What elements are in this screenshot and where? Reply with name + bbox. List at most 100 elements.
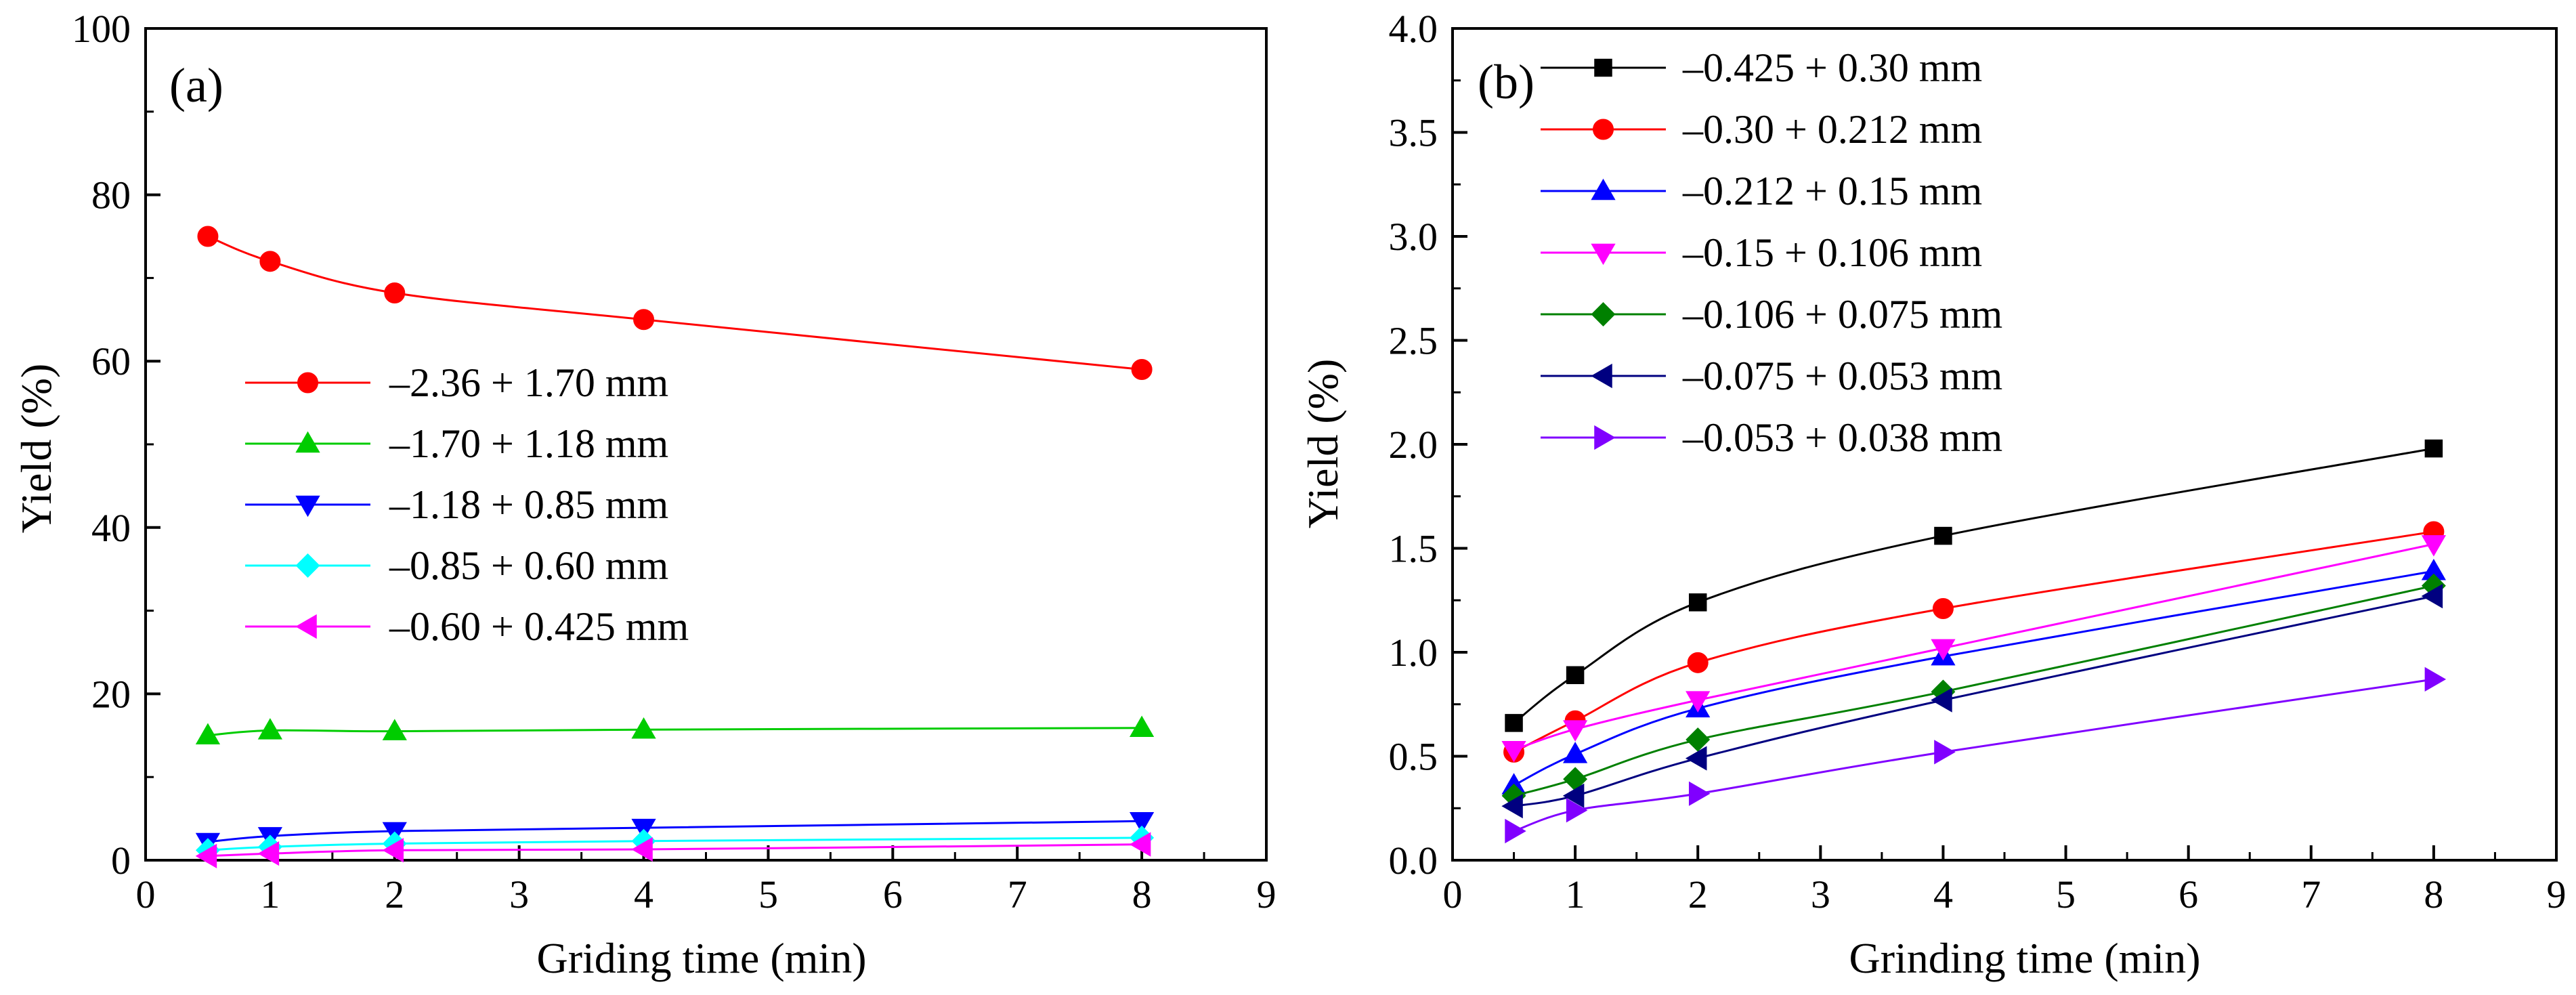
data-point — [1501, 741, 1526, 763]
x-tick-label: 7 — [2301, 872, 2321, 916]
legend-label: –1.70 + 1.18 mm — [389, 421, 668, 466]
series-line — [1514, 595, 2434, 807]
data-point — [1688, 781, 1711, 806]
legend-entry: –0.30 + 0.212 mm — [1541, 107, 1982, 152]
data-point — [1931, 687, 1952, 713]
legend-marker — [1591, 178, 1616, 200]
y-tick-label: 2.0 — [1389, 423, 1438, 467]
data-point — [259, 251, 281, 272]
legend-entry: –1.18 + 0.85 mm — [245, 482, 668, 527]
x-tick-label: 4 — [634, 872, 653, 916]
panel-a-y-axis-title: Yield (%) — [12, 364, 60, 534]
legend-marker — [1591, 363, 1612, 389]
legend-label: –0.106 + 0.075 mm — [1682, 292, 2002, 337]
data-point — [257, 841, 280, 866]
panel-b-x-axis-title: Grinding time (min) — [1849, 934, 2200, 982]
y-tick-label: 3.5 — [1389, 111, 1438, 155]
data-point — [1505, 818, 1526, 844]
legend-label: –1.18 + 0.85 mm — [389, 482, 668, 527]
series-4 — [1501, 573, 2446, 808]
legend-marker — [1591, 243, 1616, 266]
data-point — [1562, 720, 1588, 742]
data-point — [2421, 535, 2447, 557]
data-point — [384, 282, 406, 304]
y-tick-label: 60 — [91, 339, 131, 383]
legend-label: –0.15 + 0.106 mm — [1682, 230, 1982, 275]
legend-label: –0.60 + 0.425 mm — [389, 604, 689, 649]
x-tick-label: 9 — [1257, 872, 1276, 916]
x-tick-label: 2 — [385, 872, 404, 916]
legend-marker — [295, 553, 320, 578]
x-tick-label: 0 — [136, 872, 156, 916]
panel-b-label: (b) — [1478, 55, 1534, 109]
data-point — [1129, 812, 1155, 834]
legend-entry: –0.85 + 0.60 mm — [245, 543, 668, 588]
series-line — [1513, 447, 2434, 724]
data-point — [382, 719, 407, 740]
legend-marker — [295, 614, 317, 639]
x-tick-label: 8 — [2424, 872, 2443, 916]
data-point — [1686, 691, 1711, 713]
legend-label: –0.053 + 0.038 mm — [1682, 415, 2002, 460]
legend-label: –0.212 + 0.15 mm — [1682, 169, 1982, 213]
x-tick-label: 8 — [1132, 872, 1152, 916]
data-point — [1688, 593, 1707, 612]
x-tick-label: 6 — [883, 872, 903, 916]
y-tick-label: 3.0 — [1389, 215, 1438, 259]
series-2 — [195, 812, 1155, 855]
legend-marker — [295, 431, 320, 453]
x-tick-label: 3 — [509, 872, 529, 916]
data-point — [1562, 742, 1588, 763]
series-line — [1514, 585, 2434, 797]
y-tick-label: 2.5 — [1389, 319, 1438, 363]
legend-marker — [295, 495, 320, 517]
data-point — [1934, 740, 1956, 765]
panel-a-chart: 0 1 2 3 4 5 6 7 8 9 0 20 40 60 80 100 –2.36 + 1.70 mm –1.… — [12, 7, 1276, 982]
legend-marker — [1593, 119, 1614, 140]
series-3 — [195, 825, 1155, 863]
x-tick-label: 3 — [1811, 872, 1830, 916]
series-line — [1514, 543, 2434, 751]
data-point — [631, 837, 653, 862]
data-point — [631, 717, 656, 739]
panel-a-label: (a) — [169, 58, 223, 112]
data-point — [1566, 798, 1588, 823]
y-tick-label: 40 — [91, 506, 131, 550]
series-4 — [195, 832, 1151, 868]
series-6 — [1505, 666, 2447, 844]
series-2 — [1501, 559, 2447, 795]
data-point — [382, 838, 404, 863]
legend-entry: –0.15 + 0.106 mm — [1541, 230, 1982, 275]
legend-entry: –0.60 + 0.425 mm — [245, 604, 689, 649]
legend-entry: –0.053 + 0.038 mm — [1541, 415, 2002, 460]
legend-label: –0.30 + 0.212 mm — [1682, 107, 1982, 152]
x-tick-label: 1 — [260, 872, 280, 916]
panel-b-chart: 0 1 2 3 4 5 6 7 8 9 0.0 0.5 1.0 1.5 2.0 2.5 3.0 3.5 4.0 –0.… — [1299, 7, 2567, 982]
x-tick-label: 1 — [1566, 872, 1585, 916]
legend-marker — [1591, 302, 1616, 326]
legend-marker — [1594, 58, 1612, 77]
data-point — [195, 843, 217, 868]
legend-entry: –0.212 + 0.15 mm — [1541, 169, 1982, 213]
x-tick-label: 5 — [2056, 872, 2076, 916]
legend-label: –0.85 + 0.60 mm — [389, 543, 668, 588]
data-point — [1129, 715, 1155, 737]
data-point — [257, 718, 283, 740]
legend-label: –0.425 + 0.30 mm — [1682, 45, 1982, 90]
series-3 — [1501, 535, 2447, 763]
series-line — [207, 843, 1142, 858]
x-tick-label: 6 — [2178, 872, 2198, 916]
series-5 — [1501, 583, 2443, 819]
data-point — [1131, 358, 1153, 380]
series-0 — [197, 226, 1153, 380]
data-point — [1562, 783, 1585, 808]
y-tick-label: 4.0 — [1389, 7, 1438, 51]
data-point — [1687, 652, 1709, 673]
legend-label: –0.075 + 0.053 mm — [1682, 354, 2002, 398]
data-point — [2424, 666, 2447, 692]
series-0 — [1505, 439, 2443, 732]
y-tick-label: 1.5 — [1389, 527, 1438, 571]
legend-marker — [297, 372, 318, 394]
panel-b-plot: 0 1 2 3 4 5 6 7 8 9 0.0 0.5 1.0 1.5 2.0 2.5 3.0 3.5 4.0 –0.… — [1389, 7, 2567, 916]
